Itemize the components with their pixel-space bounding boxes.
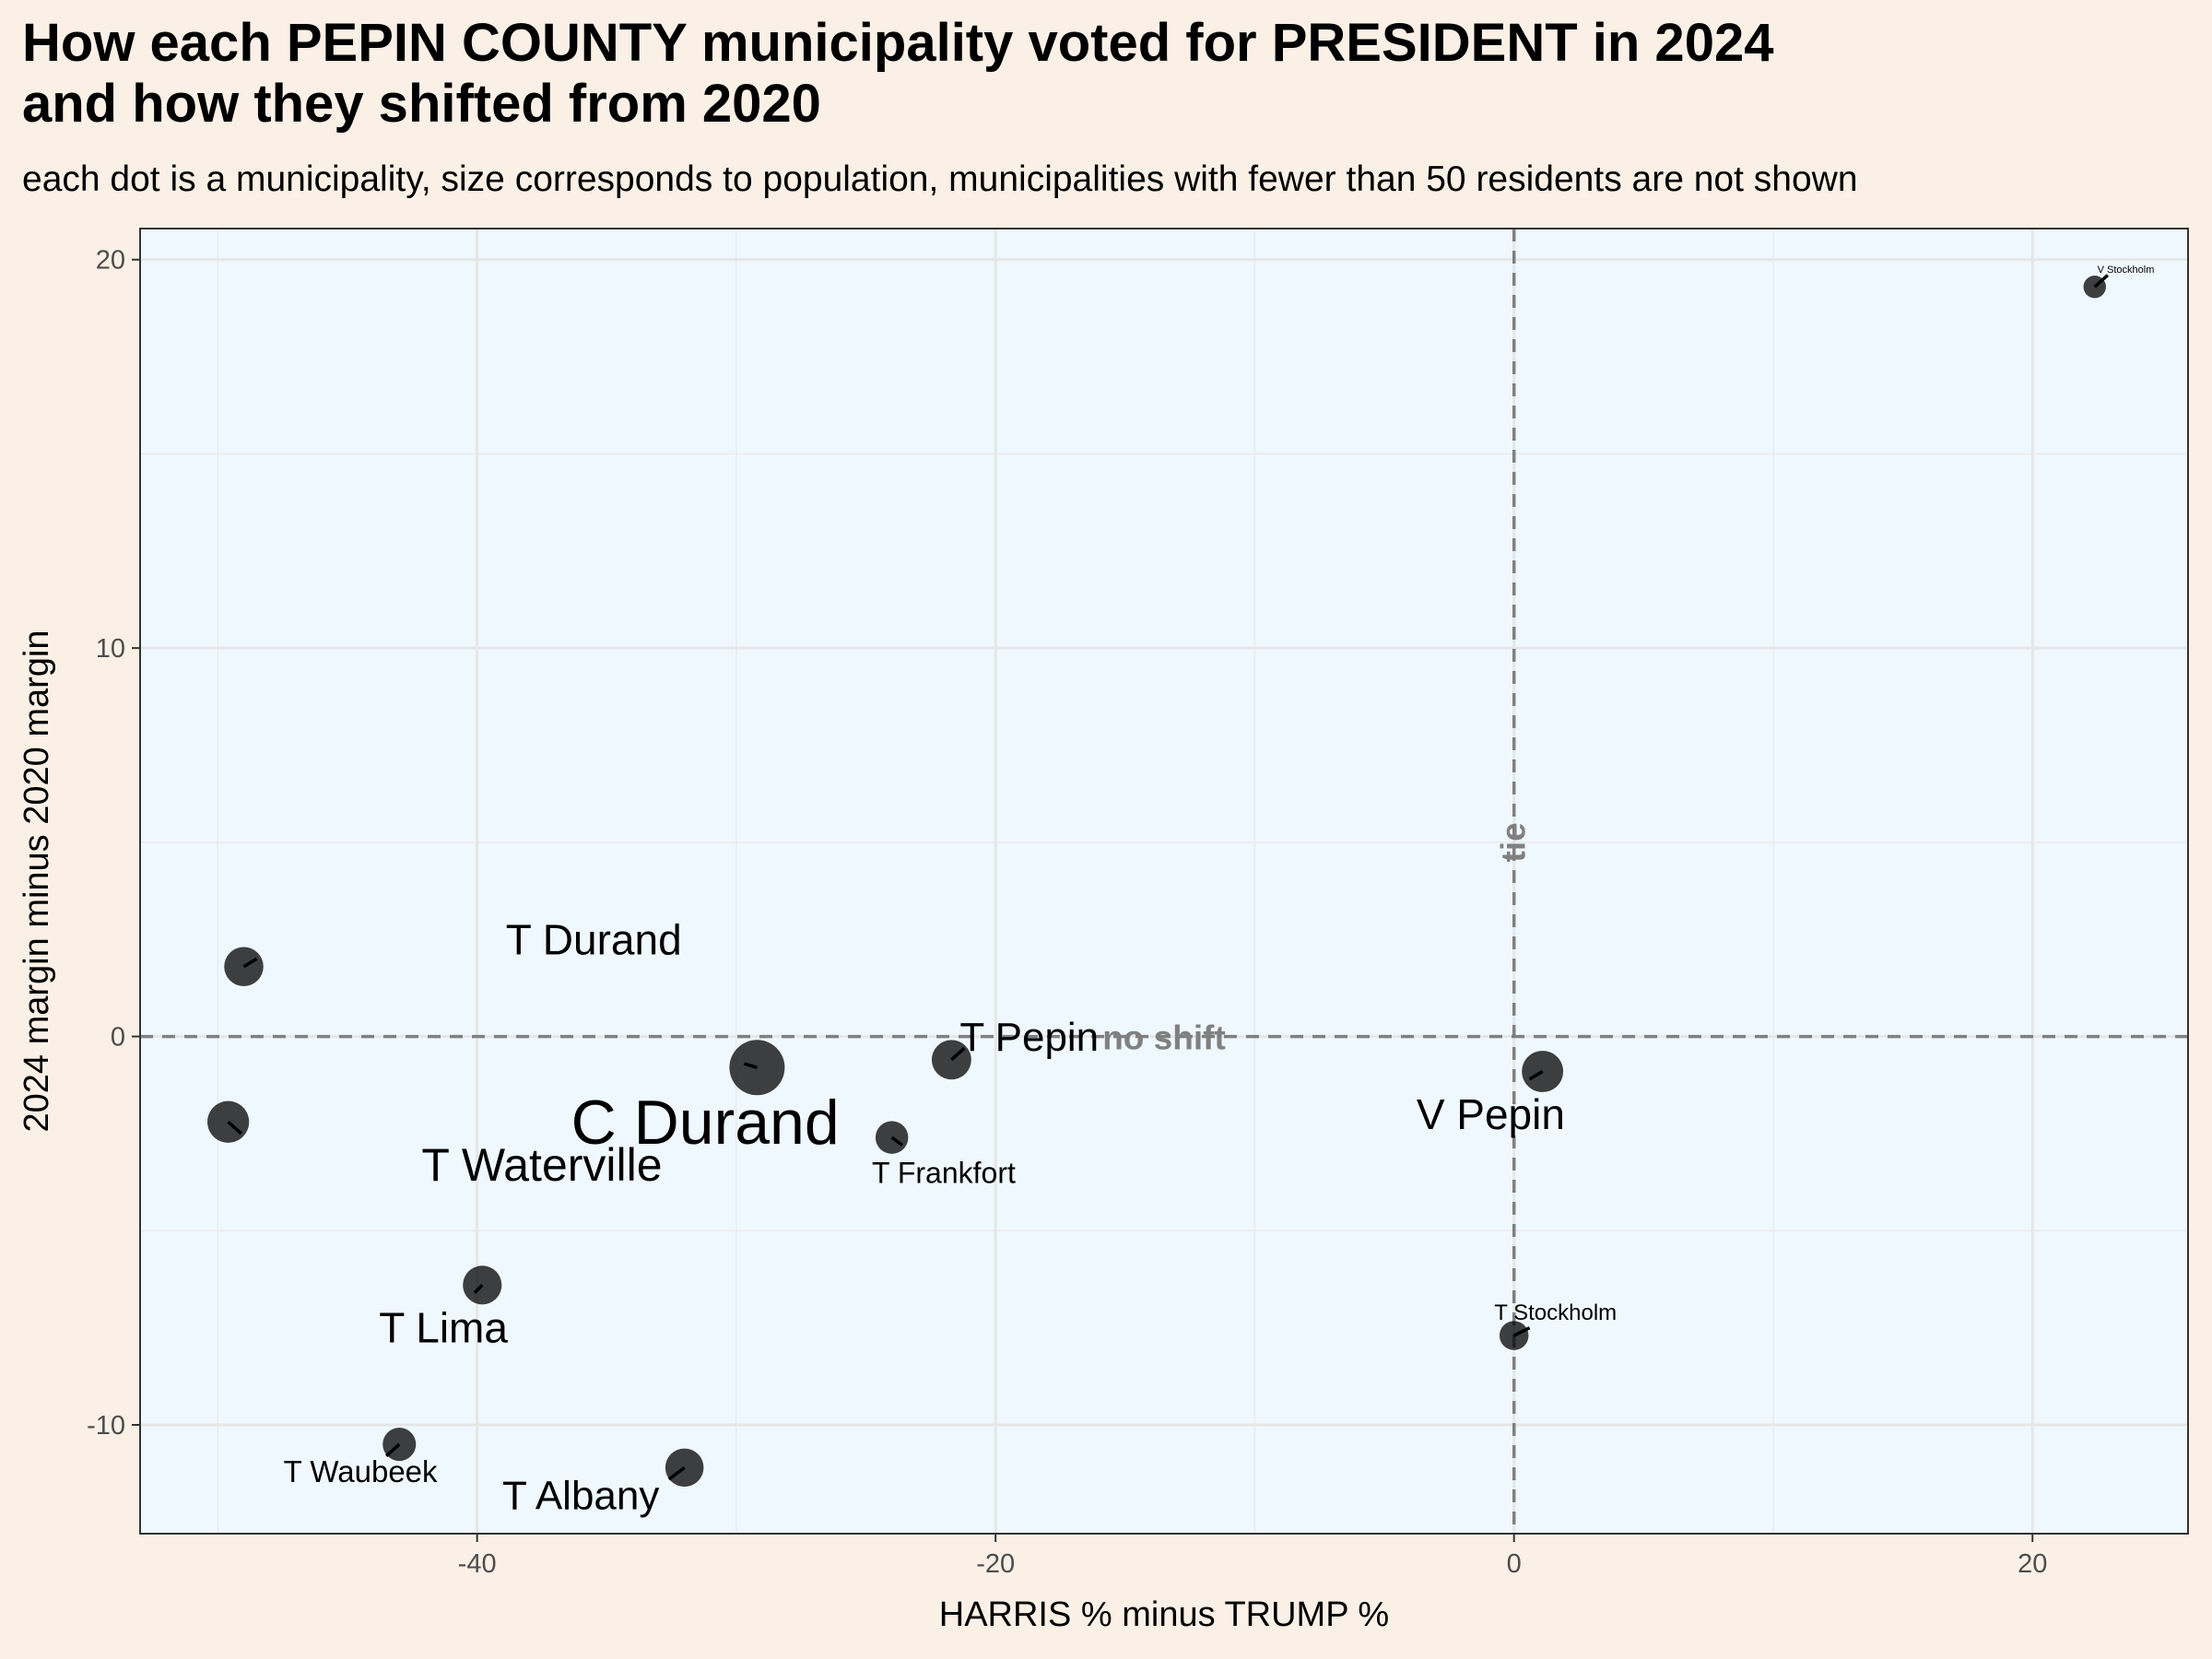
y-tick-label: 20 <box>96 246 125 276</box>
label-t-waterville: T Waterville <box>421 1139 662 1191</box>
label-v-stockholm: V Stockholm <box>2098 265 2155 276</box>
label-t-waubeek: T Waubeek <box>284 1454 438 1488</box>
point-t-frankfort <box>875 1121 909 1154</box>
x-tick-label: 0 <box>1507 1549 1522 1579</box>
minor-grid <box>140 229 2188 1534</box>
no-shift-label: no shift <box>1102 1019 1226 1057</box>
label-v-pepin: V Pepin <box>1417 1090 1565 1138</box>
chart-title-line-1: How each PEPIN COUNTY municipality voted… <box>22 13 1774 73</box>
label-c-durand: C Durand <box>571 1088 840 1158</box>
y-tick-label: 10 <box>96 634 125 664</box>
label-t-durand: T Durand <box>506 915 682 963</box>
x-tick-label: -40 <box>458 1549 497 1579</box>
tie-label: tie <box>1495 822 1533 862</box>
plot-panel-border <box>139 228 2189 1535</box>
point-c-durand <box>729 1040 785 1096</box>
point-t-waubeek <box>382 1428 417 1462</box>
chart-title: How each PEPIN COUNTY municipality voted… <box>22 13 2179 135</box>
point-t-waterville <box>207 1100 250 1143</box>
x-axis-title: HARRIS % minus TRUMP % <box>939 1595 1389 1634</box>
point-t-lima <box>463 1265 502 1305</box>
point-v-stockholm <box>2083 276 2106 299</box>
point-v-pepin <box>1522 1051 1564 1092</box>
label-t-lima: T Lima <box>379 1304 508 1352</box>
point-t-pepin <box>931 1040 971 1080</box>
label-t-albany: T Albany <box>502 1473 659 1518</box>
chart-title-line-2: and how they shifted from 2020 <box>22 74 821 134</box>
point-t-stockholm <box>1499 1321 1529 1350</box>
point-t-durand <box>224 947 264 986</box>
plot-panel <box>140 229 2188 1534</box>
chart-subtitle: each dot is a municipality, size corresp… <box>22 159 1858 199</box>
y-axis-title: 2024 margin minus 2020 margin <box>18 630 56 1133</box>
label-t-stockholm: T Stockholm <box>1494 1300 1617 1325</box>
data-points <box>207 276 2106 1488</box>
x-tick-label: 20 <box>2018 1549 2047 1579</box>
reference-lines: tie no shift <box>140 229 2188 1534</box>
x-tick-label: -20 <box>976 1549 1015 1579</box>
label-t-pepin: T Pepin <box>959 1015 1099 1060</box>
y-tick-label: -10 <box>87 1411 125 1441</box>
point-t-albany <box>665 1448 704 1488</box>
y-tick-label: 0 <box>111 1023 125 1053</box>
label-t-frankfort: T Frankfort <box>872 1156 1016 1189</box>
axis-ticks: -40 -20 0 20 -10 0 10 20 <box>87 246 2047 1579</box>
